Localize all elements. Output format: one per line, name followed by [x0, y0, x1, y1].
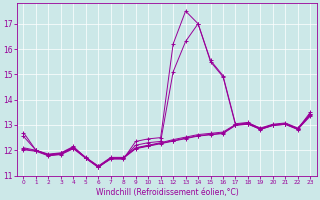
X-axis label: Windchill (Refroidissement éolien,°C): Windchill (Refroidissement éolien,°C) — [96, 188, 238, 197]
